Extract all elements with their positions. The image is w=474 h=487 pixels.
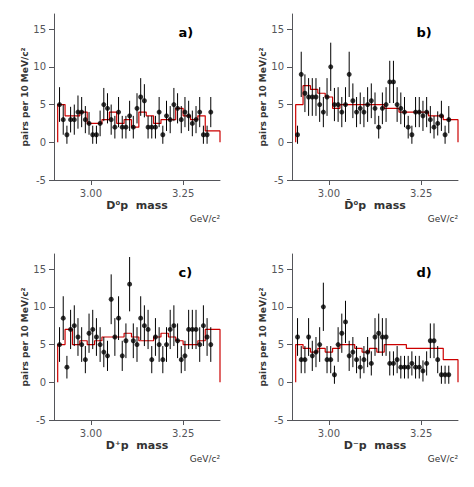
svg-text:0: 0 xyxy=(278,377,284,388)
svg-text:-5: -5 xyxy=(36,175,46,186)
svg-text:15: 15 xyxy=(33,264,46,275)
svg-text:D⁻p mass: D⁻p mass xyxy=(344,439,407,452)
svg-text:GeV/c²: GeV/c² xyxy=(190,454,221,464)
svg-text:pairs per 10 MeV/c²: pairs per 10 MeV/c² xyxy=(258,48,268,147)
svg-text:0: 0 xyxy=(278,137,284,148)
svg-text:15: 15 xyxy=(33,24,46,35)
svg-text:b): b) xyxy=(417,25,432,40)
svg-text:GeV/c²: GeV/c² xyxy=(190,214,221,224)
svg-text:D̄⁰p mass: D̄⁰p mass xyxy=(344,199,406,212)
svg-text:5: 5 xyxy=(40,99,46,110)
svg-text:c): c) xyxy=(179,265,193,280)
svg-text:0: 0 xyxy=(40,377,46,388)
svg-text:10: 10 xyxy=(33,61,46,72)
svg-text:3.25: 3.25 xyxy=(172,188,194,199)
svg-text:D⁺p mass: D⁺p mass xyxy=(106,439,169,452)
svg-text:10: 10 xyxy=(271,301,284,312)
svg-text:5: 5 xyxy=(40,339,46,350)
svg-text:pairs per 10 MeV/c²: pairs per 10 MeV/c² xyxy=(20,288,30,387)
svg-text:-5: -5 xyxy=(274,175,284,186)
svg-text:5: 5 xyxy=(278,339,284,350)
svg-text:0: 0 xyxy=(40,137,46,148)
svg-text:10: 10 xyxy=(33,301,46,312)
svg-text:-5: -5 xyxy=(274,415,284,426)
svg-text:3.00: 3.00 xyxy=(80,188,102,199)
svg-text:3.00: 3.00 xyxy=(318,428,340,439)
svg-text:D⁰p mass: D⁰p mass xyxy=(106,199,168,212)
svg-text:3.25: 3.25 xyxy=(410,428,432,439)
svg-text:GeV/c²: GeV/c² xyxy=(428,454,459,464)
svg-text:3.00: 3.00 xyxy=(318,188,340,199)
svg-text:pairs per 10 MeV/c²: pairs per 10 MeV/c² xyxy=(20,48,30,147)
svg-text:15: 15 xyxy=(271,24,284,35)
svg-text:pairs per 10 MeV/c²: pairs per 10 MeV/c² xyxy=(258,288,268,387)
svg-text:a): a) xyxy=(179,25,194,40)
svg-text:3.00: 3.00 xyxy=(80,428,102,439)
svg-text:d): d) xyxy=(417,265,432,280)
svg-text:3.25: 3.25 xyxy=(172,428,194,439)
svg-text:15: 15 xyxy=(271,264,284,275)
svg-text:-5: -5 xyxy=(36,415,46,426)
svg-text:GeV/c²: GeV/c² xyxy=(428,214,459,224)
svg-text:10: 10 xyxy=(271,61,284,72)
svg-text:3.25: 3.25 xyxy=(410,188,432,199)
svg-text:5: 5 xyxy=(278,99,284,110)
